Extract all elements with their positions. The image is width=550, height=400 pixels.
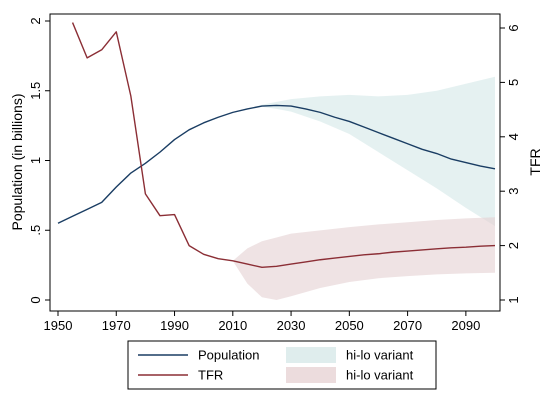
right-tick-label: 6 [506, 24, 521, 31]
right-tick-label: 4 [506, 133, 521, 140]
series-line-population [57, 104, 496, 224]
right-axis-title: TFR [527, 148, 543, 175]
series-line-tfr [71, 22, 496, 269]
x-tick-label-1990: 1990 [160, 318, 189, 333]
right-tick-label: 2 [506, 242, 521, 249]
legend-label-3: hi-lo variant [346, 368, 414, 383]
legend-label-0: Population [198, 348, 259, 363]
left-tick-label: 1.5 [28, 82, 43, 100]
x-tick-label-2010: 2010 [218, 318, 247, 333]
left-tick-label: 1 [28, 157, 43, 164]
x-tick-label-1970: 1970 [102, 318, 131, 333]
right-tick-label: 5 [506, 79, 521, 86]
right-tick-label: 1 [506, 296, 521, 303]
legend-swatch-3 [286, 367, 336, 383]
legend-box [127, 340, 437, 390]
band-1 [232, 217, 496, 300]
legend: Population hi-lo variant TFR hi-lo variant [127, 340, 437, 390]
lines-layer [57, 22, 496, 269]
x-tick-label-2070: 2070 [393, 318, 422, 333]
left-tick-label: 2 [28, 17, 43, 24]
axes-layer: 1950 1970 1990 2010 2030 2050 2070 2090 0 .5 1 1.5 2… [28, 13, 521, 333]
legend-label-1: hi-lo variant [346, 348, 414, 363]
bands-layer [232, 76, 496, 300]
plot-frame [49, 13, 501, 312]
left-tick-label: .5 [28, 225, 43, 236]
x-tick-label-2090: 2090 [451, 318, 480, 333]
x-tick-label-2050: 2050 [335, 318, 364, 333]
x-tick-label-2030: 2030 [277, 318, 306, 333]
x-tick-label-1950: 1950 [44, 318, 73, 333]
right-tick-label: 3 [506, 188, 521, 195]
legend-label-2: TFR [198, 368, 223, 383]
band-0 [247, 76, 495, 227]
left-axis-title: Population (in billions) [9, 94, 25, 231]
legend-swatch-1 [286, 347, 336, 363]
left-tick-label: 0 [28, 296, 43, 303]
